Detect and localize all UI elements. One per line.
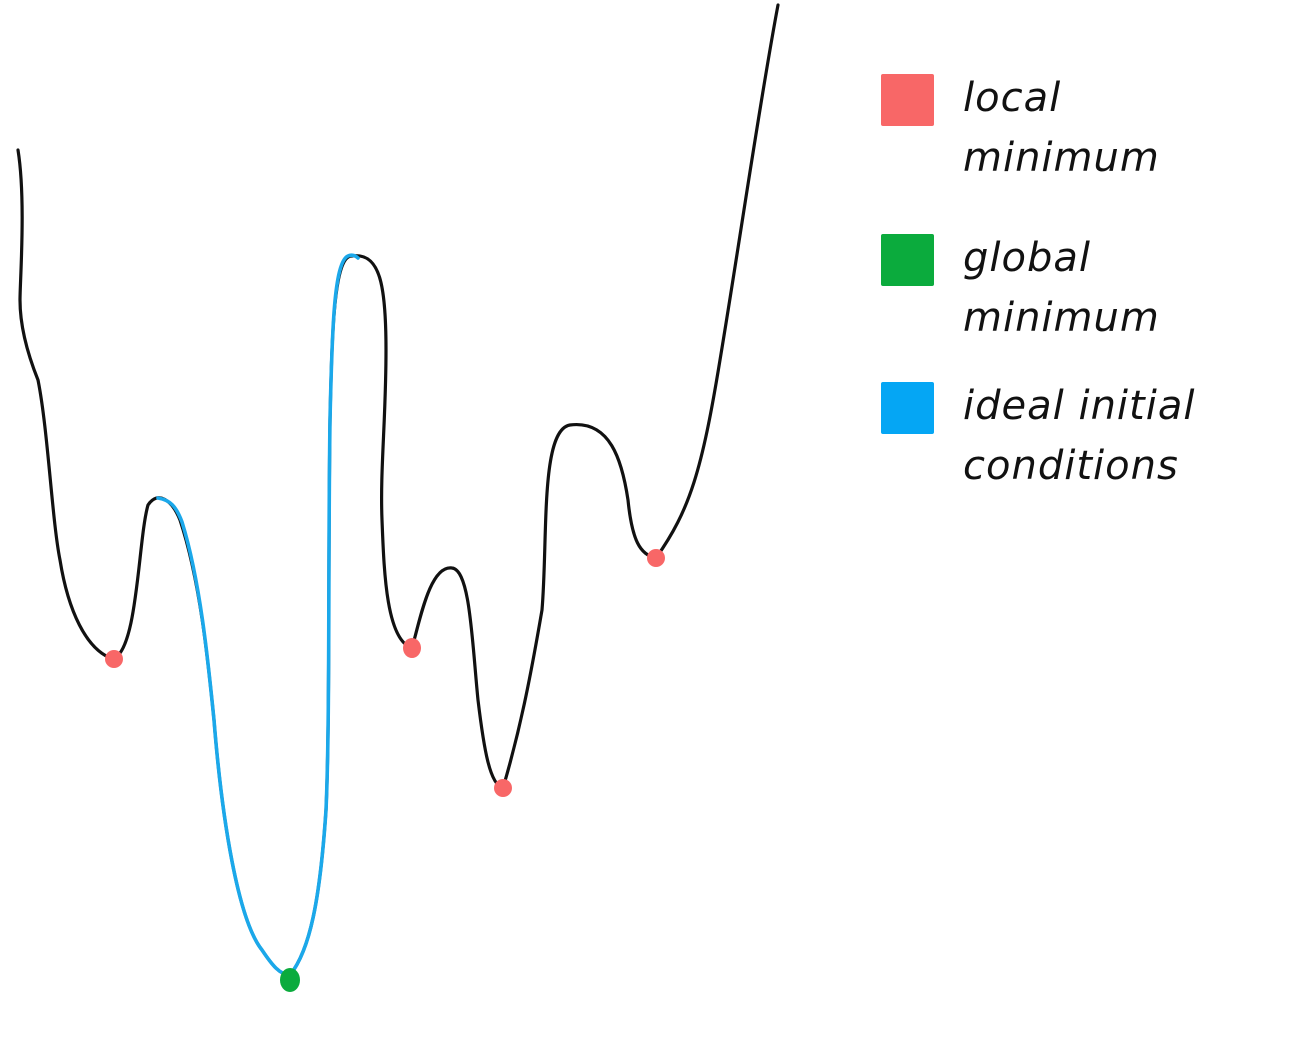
global-minimum-swatch [881, 234, 934, 286]
ideal-initial-conditions-swatch [881, 382, 934, 434]
local-minimum-marker [105, 650, 123, 668]
local-minimum-marker [647, 549, 665, 567]
legend-label-local-minimum: local minimum [963, 75, 1160, 181]
landscape-curve [16, 3, 780, 977]
global-minimum-marker [280, 968, 300, 992]
legend-label-global-minimum: global minimum [963, 235, 1160, 341]
local-minimum-marker [494, 779, 512, 797]
ideal-initial-conditions-curve [156, 253, 360, 977]
local-minimum-marker [403, 638, 421, 658]
local-minimum-swatch [881, 74, 934, 126]
legend-label-ideal-initial-conditions: ideal initial conditions [963, 383, 1196, 489]
